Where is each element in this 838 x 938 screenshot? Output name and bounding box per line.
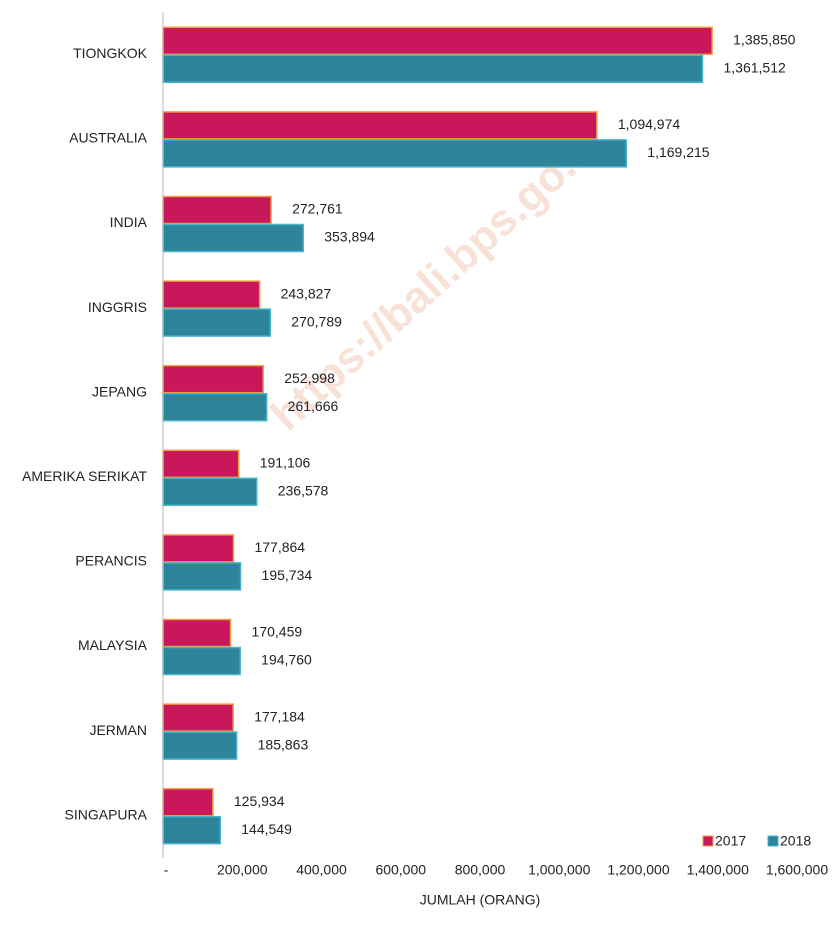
bar: [162, 815, 222, 845]
y-tick-label: AMERIKA SERIKAT: [22, 468, 147, 484]
x-tick-label: 1,200,000: [607, 862, 669, 878]
bar: [162, 731, 238, 760]
value-label: 125,934: [234, 793, 285, 809]
x-tick-label: -: [164, 862, 169, 878]
bar: [162, 449, 240, 479]
y-tick-label: AUSTRALIA: [69, 130, 147, 146]
value-label: 144,549: [241, 821, 292, 837]
bar: [162, 364, 265, 394]
y-tick-label: INDIA: [110, 214, 148, 230]
y-tick-label: JEPANG: [92, 383, 147, 399]
value-label: 272,761: [292, 201, 343, 217]
legend-swatch: [702, 835, 714, 847]
x-tick-label: 1,400,000: [687, 862, 749, 878]
value-label: 243,827: [281, 285, 332, 301]
bar: [162, 308, 272, 337]
y-tick-label: INGGRIS: [88, 299, 147, 315]
y-tick-label: JERMAN: [89, 722, 147, 738]
value-label: 270,789: [291, 313, 342, 329]
bar: [162, 195, 272, 225]
x-tick-label: 600,000: [375, 862, 426, 878]
value-label: 1,094,974: [618, 116, 680, 132]
value-label: 177,864: [254, 539, 305, 555]
bar: [162, 26, 713, 56]
legend-label: 2017: [715, 833, 746, 849]
value-label: 170,459: [252, 624, 303, 640]
bar: [162, 280, 261, 309]
value-label: 1,361,512: [723, 60, 785, 76]
legend-swatch: [767, 835, 779, 847]
value-label: 236,578: [278, 483, 329, 499]
value-label: 185,863: [258, 736, 309, 752]
value-label: 194,760: [261, 652, 312, 668]
x-tick-label: 1,600,000: [766, 862, 828, 878]
bar: [162, 477, 258, 507]
x-tick-label: 200,000: [217, 862, 268, 878]
value-label: 191,106: [260, 455, 311, 471]
bar: [162, 618, 232, 648]
bar: [162, 534, 235, 563]
bar: [162, 223, 304, 253]
y-tick-label: PERANCIS: [75, 553, 147, 569]
bar: [162, 54, 704, 84]
bar: [162, 139, 628, 168]
value-label: 252,998: [284, 370, 335, 386]
bar: [162, 111, 598, 140]
x-tick-label: 1,000,000: [528, 862, 590, 878]
legend-label: 2018: [780, 833, 811, 849]
bar: [162, 646, 241, 676]
bar: [162, 787, 214, 817]
y-tick-label: MALAYSIA: [78, 637, 148, 653]
value-label: 1,385,850: [733, 32, 795, 48]
value-label: 353,894: [324, 229, 375, 245]
x-tick-label: 800,000: [455, 862, 506, 878]
value-label: 261,666: [288, 398, 339, 414]
bar: [162, 392, 268, 422]
x-axis-title: JUMLAH (ORANG): [420, 892, 541, 908]
value-label: 177,184: [254, 708, 305, 724]
value-label: 195,734: [262, 567, 313, 583]
bar: [162, 562, 242, 591]
y-tick-label: SINGAPURA: [65, 806, 148, 822]
bar: [162, 703, 234, 732]
x-tick-label: 400,000: [296, 862, 347, 878]
y-tick-label: TIONGKOK: [73, 45, 148, 61]
value-label: 1,169,215: [647, 144, 709, 160]
